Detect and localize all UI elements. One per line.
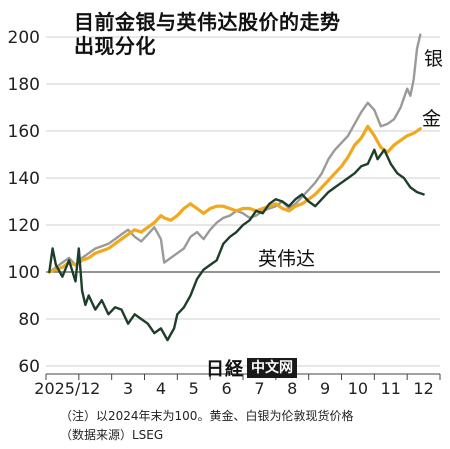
x-tick-label-0: 2025/1 — [34, 379, 90, 398]
x-tick-label-4: 5 — [189, 379, 199, 398]
chart-title-line-1: 目前金银与英伟达股价的走势 — [74, 10, 341, 34]
x-tick-label-5: 6 — [221, 379, 231, 398]
y-tick-label-140: 140 — [8, 169, 40, 189]
x-tick-label-11: 12 — [413, 379, 433, 398]
y-tick-label-200: 200 — [8, 28, 40, 48]
series-label-nvidia: 英伟达 — [258, 248, 316, 270]
y-tick-label-100: 100 — [8, 263, 40, 283]
footnote-line-2: （数据来源）LSEG — [60, 428, 164, 442]
logo-mark: 日経 — [206, 359, 244, 380]
footnote-line-1: （注）以2024年末为100。黄金、白银为伦敦现货价格 — [60, 409, 354, 423]
series-label-silver: 银 — [424, 48, 444, 70]
series-label-gold: 金 — [422, 108, 442, 130]
series-line-2 — [48, 148, 425, 342]
x-tick-label-6: 7 — [254, 379, 264, 398]
y-tick-label-80: 80 — [18, 310, 40, 330]
series-line-0 — [48, 33, 422, 274]
x-tick-label-7: 8 — [287, 379, 297, 398]
chart-title-line-2: 出现分化 — [74, 34, 156, 58]
y-tick-label-60: 60 — [18, 357, 40, 377]
x-tick-label-3: 4 — [156, 379, 166, 398]
y-tick-label-120: 120 — [8, 216, 40, 236]
y-tick-label-180: 180 — [8, 75, 40, 95]
series-line-1 — [47, 124, 422, 274]
y-tick-label-160: 160 — [8, 122, 40, 142]
x-tick-label-2: 3 — [123, 379, 133, 398]
x-tick-label-1: 2 — [90, 379, 100, 398]
logo-box: 中文网 — [247, 358, 297, 378]
x-tick-label-9: 10 — [348, 379, 368, 398]
nikkei-logo: 日経 中文网 — [206, 355, 297, 381]
x-tick-label-8: 9 — [320, 379, 330, 398]
x-tick-label-10: 11 — [381, 379, 401, 398]
